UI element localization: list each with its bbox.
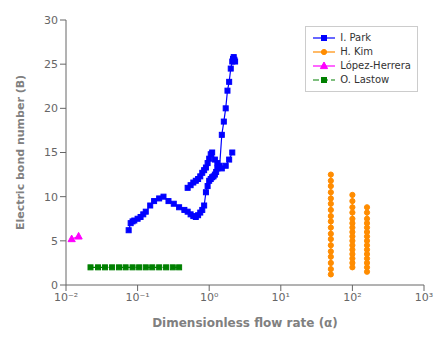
svg-text:10: 10 — [44, 191, 58, 204]
svg-text:0: 0 — [51, 279, 58, 292]
svg-text:5: 5 — [51, 235, 58, 248]
svg-text:10³: 10³ — [415, 291, 433, 304]
html-text:O. Lastow: O. Lastow — [340, 74, 390, 85]
svg-text:25: 25 — [44, 58, 58, 71]
svg-text:Dimensionless flow rate (α): Dimensionless flow rate (α) — [152, 316, 338, 330]
svg-text:10⁻²: 10⁻² — [54, 291, 78, 304]
svg-text:15: 15 — [44, 146, 58, 159]
svg-text:Electric bond number (B): Electric bond number (B) — [14, 75, 27, 230]
svg-text:30: 30 — [44, 14, 58, 27]
html-text:López-Herrera: López-Herrera — [340, 60, 411, 71]
svg-text:10²: 10² — [343, 291, 361, 304]
svg-text:10⁻¹: 10⁻¹ — [125, 291, 149, 304]
svg-text:10⁰: 10⁰ — [200, 291, 219, 304]
svg-text:10¹: 10¹ — [272, 291, 290, 304]
svg-text:20: 20 — [44, 102, 58, 115]
html-text:H. Kim: H. Kim — [340, 46, 373, 57]
html-text:I. Park: I. Park — [340, 32, 372, 43]
